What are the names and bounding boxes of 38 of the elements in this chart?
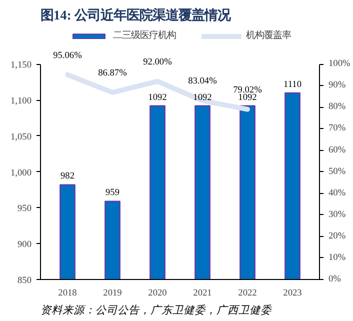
y2-tick-label: 60% bbox=[328, 145, 346, 156]
data-label: 86.87% bbox=[98, 68, 128, 78]
y-tick-label: 900 bbox=[18, 240, 32, 250]
data-label: 982 bbox=[60, 172, 75, 182]
text: 资料来源：公司公告，广东卫健委，广西卫健委 bbox=[40, 304, 272, 316]
data-label: 83.04% bbox=[188, 76, 218, 87]
y2-tick-label: 70% bbox=[328, 124, 346, 134]
y-tick-label: 950 bbox=[18, 204, 32, 214]
data-label: 1092 bbox=[193, 92, 212, 103]
y2-tick-label: 30% bbox=[328, 210, 346, 220]
y-tick-label: 1,150 bbox=[10, 60, 32, 71]
x-tick-label: 2019 bbox=[103, 288, 122, 298]
x-tick-label: 2018 bbox=[58, 288, 78, 298]
data-label: 959 bbox=[106, 188, 120, 198]
y2-tick-label: 100% bbox=[328, 59, 350, 70]
data-label: 1110 bbox=[284, 80, 302, 90]
y-tick-label: 1,000 bbox=[10, 168, 32, 178]
y2-tick-label: 40% bbox=[328, 188, 346, 198]
chart-title: 图14: 公司近年医院渠道覆盖情况 bbox=[40, 8, 232, 22]
y2-tick-label: 50% bbox=[328, 166, 346, 177]
y2-tick-label: 20% bbox=[328, 231, 346, 242]
data-label: 92.00% bbox=[143, 57, 172, 68]
y-tick-label: 1,100 bbox=[10, 96, 32, 107]
data-label: 1092 bbox=[238, 92, 258, 103]
y-tick-label: 850 bbox=[18, 276, 32, 286]
data-label: 95.06% bbox=[53, 50, 82, 61]
y2-tick-label: 0% bbox=[328, 274, 342, 284]
legend-label: 二三级医疗机构 bbox=[113, 29, 176, 42]
x-tick-label: 2021 bbox=[193, 288, 212, 298]
y2-tick-label: 10% bbox=[328, 252, 346, 263]
data-label: 1092 bbox=[148, 92, 168, 103]
x-tick-label: 2020 bbox=[148, 288, 168, 298]
x-tick-label: 2023 bbox=[283, 288, 302, 298]
x-tick-label: 2022 bbox=[238, 288, 258, 298]
y2-tick-label: 90% bbox=[328, 80, 346, 91]
y-tick-label: 1,050 bbox=[10, 132, 32, 142]
legend-label: 机构覆盖率 bbox=[246, 29, 291, 42]
y2-tick-label: 80% bbox=[328, 102, 346, 112]
